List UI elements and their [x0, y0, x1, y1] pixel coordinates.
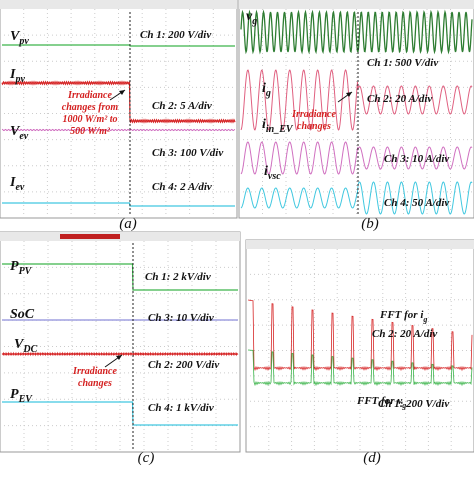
caption: (b): [361, 216, 379, 232]
caption: (d): [363, 450, 381, 466]
scope-header-bar: [60, 234, 120, 239]
annotation: 500 W/m²: [70, 126, 111, 137]
waveform: [240, 181, 473, 215]
signal-label: FFT for ig: [379, 309, 427, 324]
channel-label: Ch 2: 20 A/div: [372, 328, 437, 340]
scope-header: [246, 240, 474, 249]
annotation: changes from: [62, 102, 119, 113]
signal-sub: pv: [14, 74, 25, 85]
signal-label: Ipv: [9, 67, 25, 85]
waveform: [247, 299, 473, 372]
signal-main: V: [10, 124, 21, 139]
channel-label: Ch 4: 1 kV/div: [148, 402, 214, 414]
signal-sub: ev: [19, 131, 28, 142]
signal-sub: DC: [22, 344, 37, 355]
channel-label: Ch 1: 200 V/div: [140, 29, 211, 41]
signal-sub: g: [401, 401, 406, 410]
channel-label: Ch 1: 200 V/div: [378, 398, 449, 410]
signal-sub: ev: [15, 182, 24, 193]
signal-main: i: [262, 81, 266, 96]
signal-label: FFT for vg: [356, 395, 406, 410]
signal-main: V: [14, 337, 25, 352]
signal-label: Vpv: [10, 29, 29, 47]
waveform: [1, 351, 239, 357]
waveform: [2, 401, 238, 426]
waveform: [240, 9, 473, 55]
caption: (a): [119, 216, 137, 232]
channel-label: Ch 4: 2 A/div: [152, 181, 212, 193]
channel-label: Ch 2: 5 A/div: [152, 100, 212, 112]
waveform: [2, 202, 235, 207]
channel-label: Ch 1: 2 kV/div: [145, 271, 211, 283]
signal-label: PEV: [10, 387, 33, 405]
signal-label: iin_EV: [262, 117, 294, 135]
signal-main: SoC: [10, 307, 35, 322]
scope-header: [0, 0, 237, 9]
signal-label: Vev: [10, 124, 29, 142]
signal-label: PPV: [10, 259, 33, 277]
signal-sub: PV: [19, 266, 33, 277]
signal-sub: in_EV: [266, 124, 294, 135]
signal-sub: EV: [18, 394, 34, 405]
signal-main: I: [9, 175, 16, 190]
annotation: Irradiance: [291, 109, 336, 120]
waveform: [247, 349, 473, 387]
signal-main: P: [10, 259, 19, 274]
annotation: changes: [78, 378, 112, 389]
waveform: [240, 141, 473, 175]
channel-label: Ch 4: 50 A/div: [384, 197, 449, 209]
annotation: Irradiance: [72, 366, 117, 377]
waveforms: [0, 9, 474, 452]
signal-main: V: [10, 29, 21, 44]
signal-main: i: [262, 117, 266, 132]
scope-header: [239, 0, 474, 9]
annotation: Irradiance: [67, 90, 112, 101]
signal-sub: g: [251, 16, 257, 27]
signal-label: VDC: [14, 337, 38, 355]
signal-sub: g: [265, 88, 271, 99]
caption: (c): [138, 450, 155, 466]
signal-sub: pv: [18, 36, 29, 47]
signal-main: FFT for i: [379, 309, 424, 321]
arrow-head: [116, 355, 122, 360]
signal-label: SoC: [10, 307, 35, 322]
annotation: changes: [297, 121, 331, 132]
signal-label: ig: [262, 81, 271, 99]
channel-label: Ch 3: 100 V/div: [152, 147, 223, 159]
arrow-head: [346, 92, 352, 97]
signal-main: I: [9, 67, 16, 82]
waveform: [1, 128, 236, 132]
channel-label: Ch 3: 10 V/div: [148, 312, 214, 324]
waveform: [2, 44, 235, 47]
arrow-head: [119, 90, 125, 95]
waveform: [240, 69, 473, 131]
signal-label: Iev: [9, 175, 25, 193]
signal-main: P: [10, 387, 19, 402]
channel-label: Ch 2: 200 V/div: [148, 359, 219, 371]
channel-label: Ch 3: 10 A/div: [384, 153, 449, 165]
signal-label: vg: [246, 9, 257, 27]
signal-main: FFT for v: [356, 395, 402, 407]
channel-label: Ch 2: 20 A/div: [367, 93, 432, 105]
annotation: 1000 W/m² to: [62, 114, 117, 125]
waveform: [2, 263, 238, 291]
waveform: [1, 80, 236, 124]
signal-sub: vsc: [268, 171, 281, 182]
signal-main: i: [264, 164, 268, 179]
signal-sub: g: [422, 315, 427, 324]
channel-label: Ch 1: 500 V/div: [367, 57, 438, 69]
signal-main: v: [246, 9, 253, 24]
signal-label: ivsc: [264, 164, 281, 182]
